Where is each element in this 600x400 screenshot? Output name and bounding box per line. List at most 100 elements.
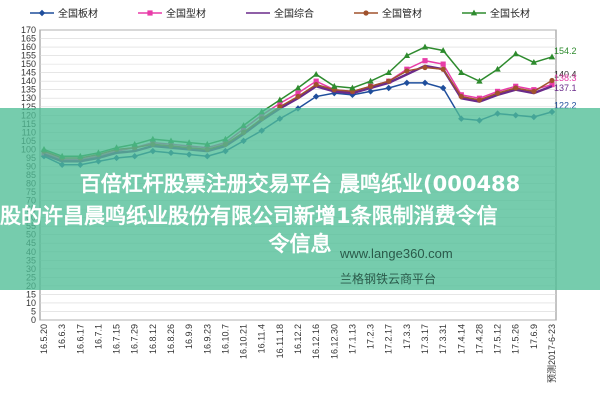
data-point bbox=[386, 78, 392, 84]
data-point bbox=[458, 69, 465, 76]
data-point bbox=[422, 58, 428, 64]
y-tick-label: 10 bbox=[26, 298, 36, 308]
x-tick-label: 17.6.9 bbox=[529, 324, 539, 349]
watermark-url: www.lange360.com bbox=[340, 246, 453, 261]
end-label: 137.1 bbox=[554, 83, 577, 93]
data-point bbox=[512, 50, 519, 57]
end-label: 122.2 bbox=[554, 101, 577, 111]
y-tick-label: 135 bbox=[21, 85, 36, 95]
y-tick-label: 5 bbox=[31, 306, 36, 316]
x-tick-label: 17.3.3 bbox=[402, 324, 412, 349]
legend-label: 全国型材 bbox=[166, 7, 206, 20]
watermark-site: 兰格钢铁云商平台 bbox=[340, 272, 437, 286]
x-tick-label: 16.10.21 bbox=[239, 324, 249, 359]
x-tick-label: 17.3.17 bbox=[420, 324, 430, 354]
data-point bbox=[513, 85, 519, 91]
y-tick-label: 15 bbox=[26, 289, 36, 299]
x-tick-label: 16.9.9 bbox=[184, 324, 194, 349]
data-point bbox=[422, 64, 428, 71]
x-tick-label: 16.5.20 bbox=[39, 324, 49, 354]
y-tick-label: 125 bbox=[21, 102, 36, 112]
data-point bbox=[312, 70, 320, 77]
data-point bbox=[476, 77, 483, 84]
x-tick-label: 16.11.4 bbox=[257, 324, 267, 353]
y-tick-label: 170 bbox=[21, 25, 36, 35]
x-tick-label: 16.8.12 bbox=[148, 324, 158, 354]
chart-legend: 全国板材 全国型材 全国综合 全国管材 全国长材 bbox=[30, 7, 530, 20]
x-tick-label: 16.12.30 bbox=[329, 324, 339, 359]
legend-item-5: 全国长材 bbox=[462, 7, 530, 20]
data-point bbox=[530, 59, 538, 65]
data-point bbox=[458, 93, 464, 100]
data-point bbox=[294, 84, 302, 91]
data-point bbox=[363, 10, 369, 16]
legend-label: 全国管材 bbox=[382, 7, 422, 20]
data-point bbox=[439, 84, 447, 92]
data-point bbox=[331, 82, 338, 89]
data-point bbox=[548, 53, 556, 60]
x-tick-label: 16.7.15 bbox=[112, 324, 122, 354]
data-point bbox=[385, 69, 392, 76]
x-tick-label: 16.12.2 bbox=[293, 324, 303, 354]
x-tick-label: 17.5.26 bbox=[511, 324, 521, 354]
legend-label: 全国综合 bbox=[274, 7, 314, 20]
y-tick-label: 0 bbox=[31, 315, 36, 325]
data-point bbox=[385, 84, 392, 92]
y-tick-label: 145 bbox=[21, 68, 36, 78]
y-tick-label: 155 bbox=[21, 51, 36, 61]
x-tick-label: 17.2.3 bbox=[366, 324, 376, 349]
data-point bbox=[421, 79, 429, 87]
x-tick-label: 16.12.16 bbox=[311, 324, 321, 359]
data-point bbox=[295, 90, 301, 96]
data-point bbox=[295, 93, 301, 100]
data-point bbox=[313, 78, 319, 84]
y-tick-label: 140 bbox=[21, 76, 36, 86]
legend-item-2: 全国型材 bbox=[138, 7, 206, 20]
y-tick-label: 130 bbox=[21, 93, 36, 103]
data-point bbox=[367, 83, 374, 89]
x-tick-label: 17.3.31 bbox=[438, 324, 448, 354]
data-point bbox=[277, 100, 283, 106]
data-point bbox=[440, 61, 446, 67]
watermark-line-2: 股的许昌晨鸣纸业股份有限公司新增1条限制消费令信 bbox=[0, 204, 498, 228]
x-tick-label: 17.4.14 bbox=[456, 324, 466, 354]
data-point bbox=[403, 52, 411, 58]
x-tick-label: 16.8.26 bbox=[166, 324, 176, 354]
end-label: 140.4 bbox=[554, 69, 577, 79]
x-tick-label: 17.2.17 bbox=[384, 324, 394, 354]
data-point bbox=[549, 77, 555, 84]
y-tick-label: 160 bbox=[21, 42, 36, 52]
x-tick-label: 17.4.28 bbox=[474, 324, 484, 354]
watermark-line-3: 令信息 bbox=[268, 232, 332, 256]
x-tick-label: 16.9.23 bbox=[202, 324, 212, 354]
x-tick-label: 16.7.29 bbox=[130, 324, 140, 354]
data-point bbox=[531, 88, 537, 95]
data-point bbox=[470, 9, 478, 16]
data-point bbox=[439, 47, 447, 53]
x-tick-label: 17.1.13 bbox=[347, 324, 357, 354]
data-point bbox=[404, 68, 410, 74]
data-point bbox=[367, 77, 374, 84]
legend-label: 全国板材 bbox=[58, 7, 98, 20]
data-point bbox=[367, 88, 374, 95]
data-point bbox=[549, 81, 555, 88]
x-axis: 16.5.20 16.6.3 16.6.17 16.7.1 16.7.15 16.7.29… bbox=[39, 324, 557, 383]
data-point bbox=[494, 90, 501, 96]
x-tick-label: 16.6.17 bbox=[75, 324, 85, 354]
data-point bbox=[313, 81, 319, 88]
data-point bbox=[421, 43, 429, 50]
legend-item-1: 全国板材 bbox=[30, 7, 98, 20]
x-tick-label: 16.6.3 bbox=[57, 324, 67, 349]
x-tick-label: 17.5.12 bbox=[493, 324, 503, 354]
end-label: 154.2 bbox=[554, 46, 577, 56]
watermark-band bbox=[0, 108, 600, 290]
x-tick-label: 预测2017-6-23 bbox=[547, 324, 557, 383]
data-point bbox=[349, 84, 356, 91]
y-tick-label: 150 bbox=[21, 59, 36, 69]
watermark-line-1: 百倍杠杆股票注册交易平台 晨鸣纸业(000488 bbox=[79, 172, 521, 196]
x-tick-label: 16.10.7 bbox=[220, 324, 230, 354]
legend-item-4: 全国管材 bbox=[354, 7, 422, 20]
data-point bbox=[312, 93, 320, 100]
legend-label: 全国长材 bbox=[490, 7, 530, 20]
